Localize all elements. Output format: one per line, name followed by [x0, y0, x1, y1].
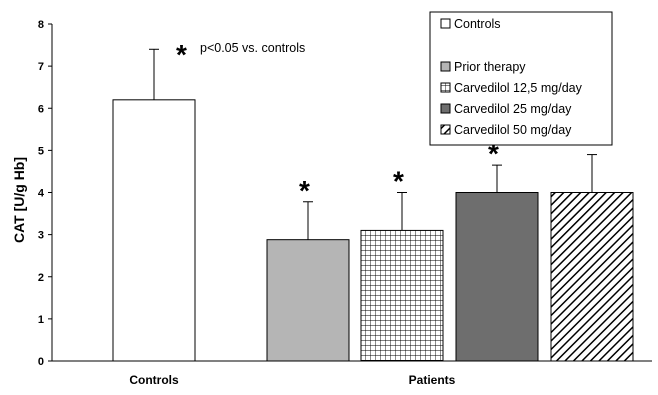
y-axis-label: CAT [U/g Hb]: [11, 157, 27, 243]
y-tick-label: 8: [38, 19, 44, 31]
legend-swatch: [440, 124, 451, 135]
annotation-star: *: [176, 39, 187, 70]
legend-box: [429, 11, 613, 146]
y-tick-label: 0: [38, 356, 44, 368]
y-tick-label: 3: [38, 230, 44, 242]
legend: Controls Prior therapy Carvedilol 12,5 mg/…: [429, 11, 613, 146]
bar: [360, 229, 444, 362]
legend-swatch: [440, 18, 451, 29]
y-tick-label: 7: [38, 61, 44, 73]
legend-swatch: [440, 61, 451, 72]
legend-swatch: [440, 82, 451, 93]
bar: [550, 192, 634, 362]
bar: [455, 192, 539, 362]
annotation-text: p<0.05 vs. controls: [200, 41, 305, 55]
significance-star: *: [299, 175, 310, 206]
y-tick-label: 6: [38, 103, 44, 115]
legend-label: Prior therapy: [454, 60, 526, 74]
legend-label: Carvedilol 12,5 mg/day: [454, 81, 583, 95]
y-tick-label: 1: [38, 314, 44, 326]
significance-star: *: [488, 138, 499, 169]
x-group-label: Patients: [409, 373, 456, 387]
annotation: * p<0.05 vs. controls: [176, 39, 305, 70]
y-tick-label: 4: [38, 188, 45, 200]
legend-label: Carvedilol 50 mg/day: [454, 123, 572, 137]
bars: [112, 48, 634, 362]
legend-swatch: [440, 103, 451, 114]
bar: [112, 99, 196, 362]
y-tick-label: 5: [38, 145, 44, 157]
significance-star: *: [393, 166, 404, 197]
legend-label: Carvedilol 25 mg/day: [454, 102, 572, 116]
x-group-label: Controls: [129, 373, 179, 387]
bar: [266, 239, 350, 362]
y-tick-label: 2: [38, 272, 44, 284]
legend-label: Controls: [454, 17, 501, 31]
